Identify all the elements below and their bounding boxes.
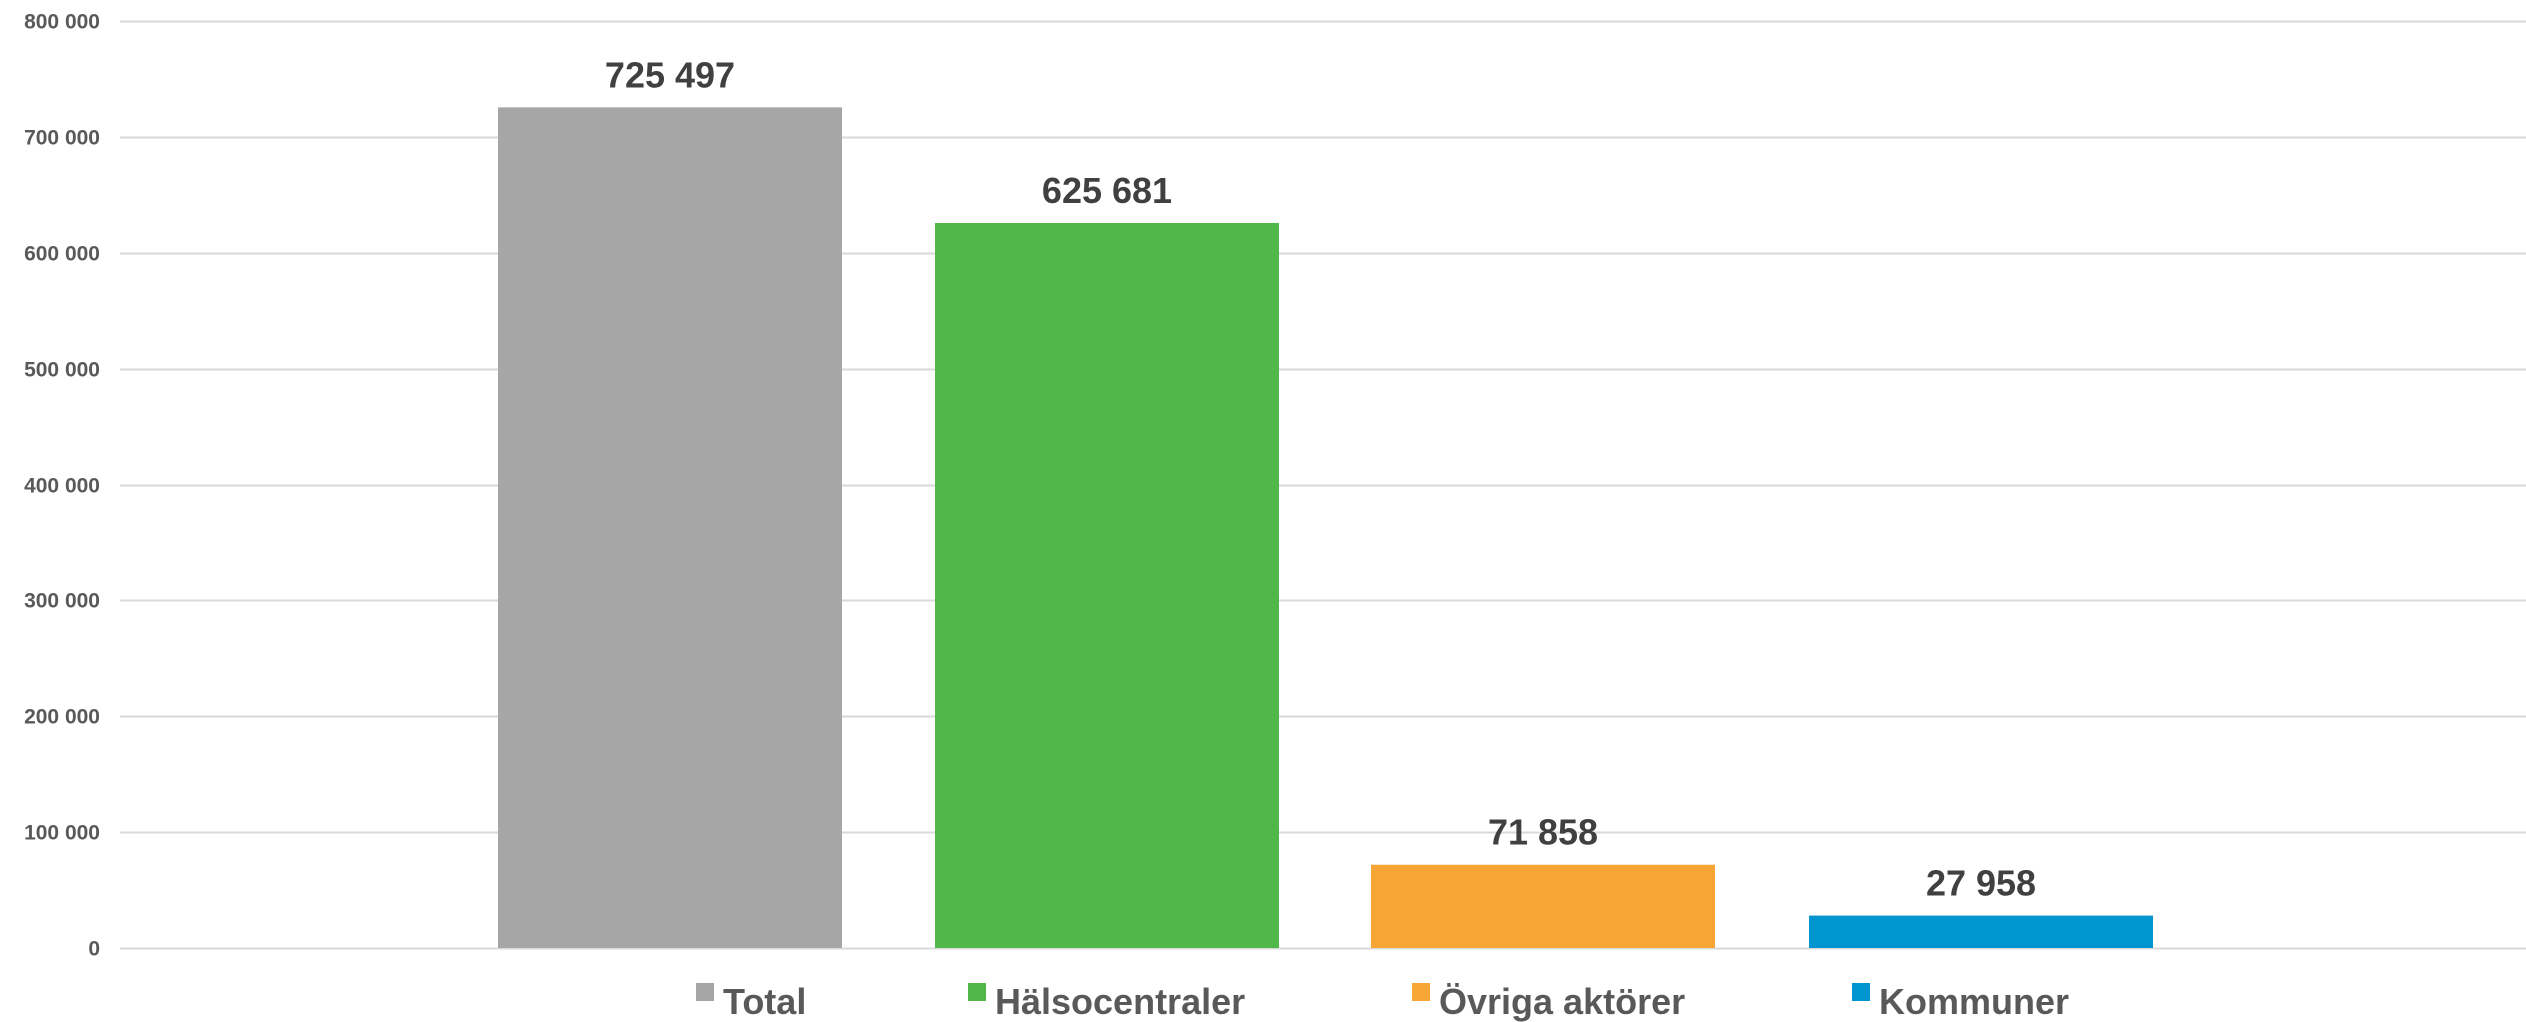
- y-tick-label: 500 000: [24, 359, 100, 382]
- data-label-2: 625 681: [1042, 170, 1172, 211]
- bar-2: [935, 222, 1279, 949]
- y-tick-label: 800 000: [24, 11, 100, 34]
- legend-swatch-1: [696, 983, 714, 1001]
- bar-1: [498, 107, 842, 949]
- data-labels: 725 497 625 681 71 858 27 958: [605, 54, 2036, 903]
- y-axis-tick-labels: 0 100 000 200 000 300 000 400 000 500 000 600 …: [24, 11, 100, 961]
- legend-swatch-2: [968, 983, 986, 1001]
- legend-label-4: Kommuner: [1879, 981, 2069, 1022]
- y-tick-label: 300 000: [24, 590, 100, 613]
- bar-4: [1809, 915, 2153, 948]
- legend: Total Hälsocentraler Övriga aktörer Kommune…: [696, 981, 2069, 1022]
- y-tick-label: 0: [88, 938, 100, 961]
- legend-label-2: Hälsocentraler: [995, 981, 1245, 1022]
- legend-swatch-3: [1412, 983, 1430, 1001]
- bar-3: [1371, 864, 1715, 948]
- y-tick-label: 700 000: [24, 127, 100, 150]
- y-tick-label: 100 000: [24, 822, 100, 845]
- bars: [498, 107, 2153, 949]
- legend-swatch-4: [1852, 983, 1870, 1001]
- y-tick-label: 600 000: [24, 243, 100, 266]
- data-label-1: 725 497: [605, 54, 735, 95]
- y-tick-label: 400 000: [24, 475, 100, 498]
- legend-label-1: Total: [723, 981, 806, 1022]
- legend-label-3: Övriga aktörer: [1439, 981, 1685, 1022]
- data-label-3: 71 858: [1488, 812, 1598, 853]
- y-tick-label: 200 000: [24, 706, 100, 729]
- data-label-4: 27 958: [1926, 863, 2036, 904]
- gridlines: [120, 20, 2526, 950]
